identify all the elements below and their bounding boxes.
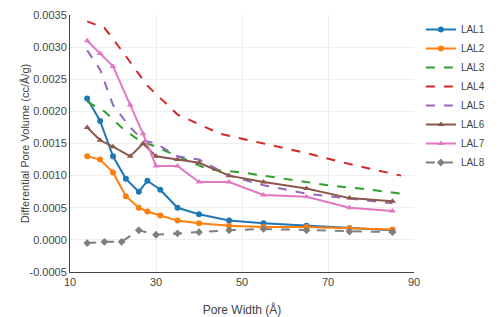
svg-text:70: 70 <box>322 276 334 288</box>
svg-text:0.0025: 0.0025 <box>33 73 67 85</box>
svg-text:LAL8: LAL8 <box>461 157 485 168</box>
svg-text:LAL2: LAL2 <box>461 43 485 54</box>
svg-text:0.0005: 0.0005 <box>33 202 67 214</box>
svg-text:0.0030: 0.0030 <box>33 41 67 53</box>
svg-text:LAL1: LAL1 <box>461 24 485 35</box>
svg-text:Differential Pore Volume (cc/Å: Differential Pore Volume (cc/Å/g) <box>19 64 31 223</box>
svg-text:0.0000: 0.0000 <box>33 234 67 246</box>
svg-text:LAL4: LAL4 <box>461 81 485 92</box>
svg-text:90: 90 <box>408 276 420 288</box>
svg-text:LAL7: LAL7 <box>461 138 485 149</box>
svg-text:-0.0005: -0.0005 <box>29 266 66 278</box>
svg-text:30: 30 <box>150 276 162 288</box>
svg-text:LAL3: LAL3 <box>461 62 485 73</box>
svg-text:50: 50 <box>236 276 248 288</box>
svg-text:LAL6: LAL6 <box>461 119 485 130</box>
svg-text:0.0020: 0.0020 <box>33 105 67 117</box>
svg-text:Pore Width (Å): Pore Width (Å) <box>203 302 282 317</box>
svg-text:0.0010: 0.0010 <box>33 169 67 181</box>
svg-text:0.0015: 0.0015 <box>33 137 67 149</box>
svg-text:0.0035: 0.0035 <box>33 9 67 21</box>
svg-text:LAL5: LAL5 <box>461 100 485 111</box>
svg-text:10: 10 <box>64 276 76 288</box>
